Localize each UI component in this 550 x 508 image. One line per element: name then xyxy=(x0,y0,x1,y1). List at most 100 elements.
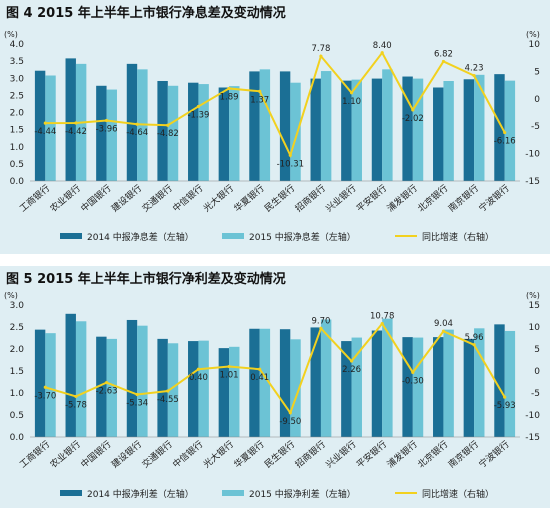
growth-rate-point xyxy=(380,51,384,55)
right-tick-label: -5 xyxy=(531,122,540,132)
right-tick-label: -15 xyxy=(525,177,540,187)
growth-rate-point xyxy=(258,367,262,371)
legend-2015-label: 2015 中报净利差（左轴） xyxy=(249,488,356,500)
category-label: 招商银行 xyxy=(293,182,328,214)
growth-data-label: 1.01 xyxy=(220,371,239,381)
growth-data-label: -10.31 xyxy=(277,159,304,169)
bar-2014 xyxy=(249,328,260,437)
left-tick-label: 1.5 xyxy=(10,367,24,377)
growth-data-label: 6.82 xyxy=(434,49,453,59)
bar-2014 xyxy=(65,58,76,182)
bar-2014 xyxy=(341,341,352,437)
left-tick-label: 3.5 xyxy=(10,57,24,67)
right-tick-label: 10 xyxy=(529,40,541,50)
growth-data-label: -4.55 xyxy=(157,395,179,405)
bar-2014 xyxy=(65,313,76,437)
growth-rate-point xyxy=(104,118,109,123)
bar-2015 xyxy=(320,71,332,181)
growth-data-label: 1.37 xyxy=(250,95,269,105)
bar-2015 xyxy=(45,333,56,437)
growth-data-label: -6.16 xyxy=(494,137,516,147)
bar-2015 xyxy=(167,85,179,181)
right-tick-label: 0 xyxy=(534,367,540,377)
bar-2015 xyxy=(198,340,209,437)
bar-2015 xyxy=(106,338,117,437)
left-tick-label: 3.0 xyxy=(10,74,25,84)
bar-2014 xyxy=(371,78,383,181)
category-label: 农业银行 xyxy=(48,438,83,470)
bar-2015 xyxy=(320,319,332,437)
growth-data-label: -0.30 xyxy=(402,376,424,386)
bar-2015 xyxy=(45,75,56,181)
left-tick-label: 2.0 xyxy=(10,345,25,355)
net-interest-spread-chart: (%) (%) 0.0 0.5 1.0 1.5 2.0 2.5 3.0 15 10 5 0 -5 -10 -1… xyxy=(4,291,541,500)
bar-2014 xyxy=(463,338,475,437)
category-label: 光大银行 xyxy=(201,182,236,214)
category-label: 中信银行 xyxy=(170,438,205,470)
bar-2015 xyxy=(504,330,516,437)
left-axis-unit: (%) xyxy=(4,30,18,39)
left-axis-unit: (%) xyxy=(4,291,18,300)
growth-rate-point xyxy=(43,385,47,389)
growth-rate-point xyxy=(472,74,476,78)
category-label: 兴业银行 xyxy=(323,438,358,470)
category-label: 招商银行 xyxy=(293,438,328,470)
growth-data-label: -2.63 xyxy=(96,387,118,397)
growth-rate-line xyxy=(45,50,506,159)
right-tick-label: 10 xyxy=(529,323,541,333)
category-label: 建设银行 xyxy=(109,182,144,214)
bar-2014 xyxy=(494,324,505,437)
category-label: 宁波银行 xyxy=(476,438,511,470)
growth-rate-point xyxy=(166,123,170,127)
growth-data-label: -4.64 xyxy=(126,128,148,138)
growth-data-label: 4.23 xyxy=(465,64,484,74)
growth-rate-point xyxy=(74,394,78,399)
category-label: 农业银行 xyxy=(48,182,83,214)
left-tick-label: 1.0 xyxy=(10,143,25,153)
bar-2014 xyxy=(371,330,383,437)
right-tick-label: 5 xyxy=(534,67,540,77)
bar-2015 xyxy=(229,86,240,181)
growth-rate-point xyxy=(472,343,476,347)
left-tick-label: 0.5 xyxy=(10,411,24,421)
growth-rate-point xyxy=(196,367,201,371)
category-label: 南京银行 xyxy=(446,438,481,470)
chart-title: 图 4 2015 年上半年上市银行净息差及变动情况 xyxy=(6,6,286,21)
category-label: 北京银行 xyxy=(415,182,450,214)
right-tick-label: 15 xyxy=(529,301,540,311)
growth-rate-point xyxy=(74,121,78,125)
category-label: 北京银行 xyxy=(415,438,450,470)
growth-data-label: 0.41 xyxy=(250,373,269,383)
bar-2014 xyxy=(34,329,46,437)
growth-data-label: 8.40 xyxy=(373,41,392,51)
right-tick-label: -5 xyxy=(531,389,540,399)
bar-2014 xyxy=(310,78,321,181)
right-axis-unit: (%) xyxy=(526,291,540,300)
growth-data-label: -5.34 xyxy=(126,398,148,408)
bar-2015 xyxy=(137,325,148,437)
bar-2015 xyxy=(290,82,301,181)
category-label: 中信银行 xyxy=(170,182,205,214)
left-tick-label: 4.0 xyxy=(10,40,25,50)
bar-2015 xyxy=(412,337,424,437)
chart-panel-net-interest-spread: 图 5 2015 年上半年上市银行净利差及变动情况 (%) (%) 0.0 0.5 1.… xyxy=(0,266,550,508)
bar-2014 xyxy=(249,71,260,181)
growth-data-label: 2.26 xyxy=(342,365,361,375)
right-tick-label: -10 xyxy=(525,411,540,421)
growth-rate-point xyxy=(349,359,354,363)
growth-rate-point xyxy=(135,392,139,397)
chart-title: 图 5 2015 年上半年上市银行净利差及变动情况 xyxy=(6,272,286,287)
left-tick-label: 1.0 xyxy=(10,389,25,399)
bar-2015 xyxy=(198,84,209,181)
bar-2014 xyxy=(188,341,199,437)
bar-2014 xyxy=(34,70,46,181)
category-label: 交通银行 xyxy=(139,438,174,470)
growth-rate-point xyxy=(227,86,231,91)
category-label: 民生银行 xyxy=(262,438,297,470)
growth-data-label: -4.82 xyxy=(157,129,179,139)
bar-2015 xyxy=(229,346,240,437)
category-label: 南京银行 xyxy=(446,182,481,214)
bar-2014 xyxy=(188,82,199,181)
bar-2014 xyxy=(279,71,291,181)
bar-2014 xyxy=(218,348,230,437)
